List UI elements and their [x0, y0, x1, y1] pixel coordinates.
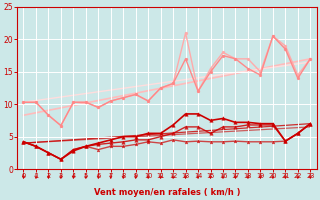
X-axis label: Vent moyen/en rafales ( km/h ): Vent moyen/en rafales ( km/h ): [94, 188, 240, 197]
